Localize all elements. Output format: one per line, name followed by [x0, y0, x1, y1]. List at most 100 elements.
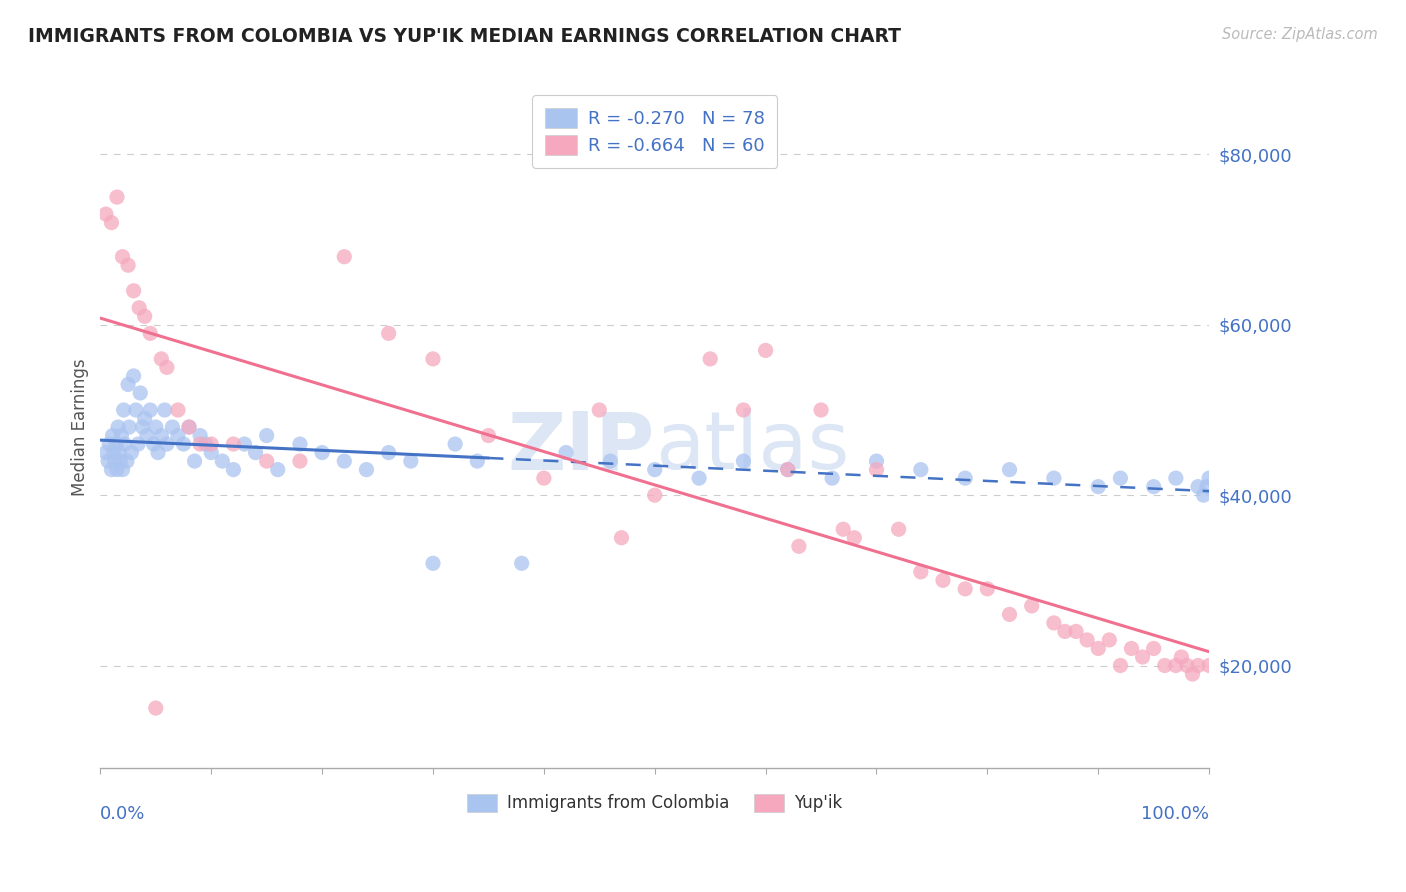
Point [107, 420, 129, 434]
Point [776, 462, 799, 476]
Point [1181, 667, 1204, 681]
Point [399, 454, 422, 468]
Point [1170, 650, 1192, 665]
Point [156, 437, 179, 451]
Point [588, 403, 610, 417]
Point [145, 420, 167, 434]
Point [177, 420, 200, 434]
Point [142, 437, 165, 451]
Point [1021, 599, 1043, 613]
Point [1143, 480, 1166, 494]
Point [832, 522, 855, 536]
Point [932, 574, 955, 588]
Point [167, 403, 190, 417]
Point [887, 522, 910, 536]
Point [150, 351, 173, 366]
Point [200, 445, 222, 459]
Point [101, 428, 124, 442]
Point [422, 351, 444, 366]
Point [510, 557, 533, 571]
Point [1132, 650, 1154, 665]
Point [377, 326, 399, 341]
Point [111, 462, 134, 476]
Point [188, 437, 211, 451]
Point [222, 437, 245, 451]
Point [787, 539, 810, 553]
Point [1121, 641, 1143, 656]
Point [177, 420, 200, 434]
Point [865, 462, 887, 476]
Point [118, 420, 141, 434]
Point [953, 582, 976, 596]
Point [104, 437, 127, 451]
Point [1175, 658, 1198, 673]
Point [1187, 480, 1209, 494]
Point [94, 445, 117, 459]
Point [1143, 641, 1166, 656]
Point [104, 454, 127, 468]
Point [222, 462, 245, 476]
Text: IMMIGRANTS FROM COLOMBIA VS YUP'IK MEDIAN EARNINGS CORRELATION CHART: IMMIGRANTS FROM COLOMBIA VS YUP'IK MEDIA… [28, 27, 901, 45]
Point [1198, 471, 1220, 485]
Point [910, 462, 932, 476]
Point [422, 557, 444, 571]
Point [844, 531, 866, 545]
Point [120, 445, 142, 459]
Text: 100.0%: 100.0% [1142, 805, 1209, 823]
Point [998, 462, 1021, 476]
Point [465, 454, 488, 468]
Point [356, 462, 378, 476]
Point [98, 437, 121, 451]
Point [1087, 480, 1109, 494]
Point [135, 428, 157, 442]
Point [1109, 658, 1132, 673]
Point [122, 284, 145, 298]
Point [194, 437, 217, 451]
Point [610, 531, 633, 545]
Point [105, 190, 128, 204]
Point [533, 471, 555, 485]
Point [288, 437, 311, 451]
Point [200, 437, 222, 451]
Point [134, 310, 156, 324]
Point [97, 454, 120, 468]
Point [333, 250, 356, 264]
Point [1192, 488, 1215, 502]
Text: Source: ZipAtlas.com: Source: ZipAtlas.com [1222, 27, 1378, 42]
Point [1043, 471, 1066, 485]
Point [776, 462, 799, 476]
Point [733, 454, 755, 468]
Point [267, 462, 290, 476]
Point [599, 454, 621, 468]
Point [108, 445, 131, 459]
Point [444, 437, 467, 451]
Point [821, 471, 844, 485]
Point [188, 428, 211, 442]
Point [1164, 471, 1187, 485]
Point [173, 437, 195, 451]
Point [105, 462, 128, 476]
Point [555, 445, 578, 459]
Point [245, 445, 267, 459]
Point [94, 207, 117, 221]
Point [256, 454, 278, 468]
Point [156, 360, 179, 375]
Point [153, 403, 176, 417]
Point [150, 428, 173, 442]
Point [122, 368, 145, 383]
Point [110, 428, 132, 442]
Point [114, 437, 136, 451]
Point [733, 403, 755, 417]
Point [115, 454, 138, 468]
Point [910, 565, 932, 579]
Point [1076, 632, 1098, 647]
Point [183, 454, 205, 468]
Point [162, 420, 184, 434]
Point [125, 403, 148, 417]
Point [688, 471, 710, 485]
Point [810, 403, 832, 417]
Point [644, 488, 666, 502]
Point [1043, 615, 1066, 630]
Point [1098, 632, 1121, 647]
Point [117, 377, 139, 392]
